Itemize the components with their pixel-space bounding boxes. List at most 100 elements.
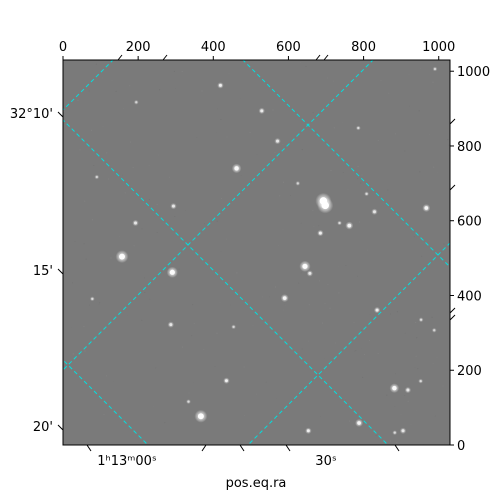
noise-pixel bbox=[312, 209, 314, 211]
noise-pixel bbox=[396, 442, 398, 444]
noise-pixel bbox=[417, 368, 419, 370]
noise-pixel bbox=[259, 65, 261, 67]
noise-pixel bbox=[174, 216, 176, 217]
noise-pixel bbox=[436, 356, 438, 358]
noise-pixel bbox=[333, 80, 335, 82]
ra-tick bbox=[201, 444, 207, 452]
noise-pixel bbox=[215, 132, 217, 134]
noise-pixel bbox=[334, 209, 335, 211]
star bbox=[135, 101, 138, 104]
noise-pixel bbox=[448, 144, 450, 146]
star bbox=[282, 296, 287, 300]
noise-pixel bbox=[157, 154, 159, 156]
noise-pixel bbox=[141, 228, 143, 230]
noise-pixel bbox=[432, 81, 434, 83]
noise-pixel bbox=[74, 240, 76, 242]
noise-pixel bbox=[129, 141, 131, 143]
noise-pixel bbox=[305, 66, 307, 68]
image-background bbox=[63, 60, 450, 445]
noise-pixel bbox=[377, 352, 379, 354]
dec-tick-right bbox=[449, 184, 456, 191]
noise-pixel bbox=[369, 314, 371, 315]
noise-pixel bbox=[416, 337, 418, 339]
noise-pixel bbox=[141, 319, 143, 321]
noise-pixel bbox=[191, 335, 193, 337]
noise-pixel bbox=[390, 440, 392, 442]
noise-pixel bbox=[220, 198, 222, 199]
noise-pixel bbox=[177, 420, 179, 422]
noise-pixel bbox=[98, 304, 100, 306]
noise-pixel bbox=[375, 435, 377, 437]
noise-pixel bbox=[385, 437, 387, 439]
noise-pixel bbox=[156, 204, 158, 206]
dec-tick-right bbox=[449, 314, 456, 321]
noise-pixel bbox=[188, 392, 190, 394]
noise-pixel bbox=[192, 304, 194, 306]
noise-pixel bbox=[84, 200, 86, 202]
noise-pixel bbox=[143, 277, 145, 279]
noise-pixel bbox=[219, 301, 221, 303]
noise-pixel bbox=[410, 423, 412, 425]
noise-pixel bbox=[333, 127, 335, 129]
image-noise bbox=[63, 62, 450, 445]
noise-pixel bbox=[193, 322, 195, 324]
noise-pixel bbox=[357, 178, 359, 180]
noise-pixel bbox=[318, 225, 320, 227]
noise-pixel bbox=[347, 403, 349, 404]
noise-pixel bbox=[156, 232, 158, 233]
ra-tick-label: 30ˢ bbox=[315, 454, 337, 469]
noise-pixel bbox=[388, 92, 390, 94]
noise-pixel bbox=[125, 140, 127, 142]
noise-pixel bbox=[325, 162, 327, 164]
noise-pixel bbox=[338, 266, 340, 268]
grid-line-ra bbox=[247, 242, 450, 445]
right-tick-label: 0 bbox=[457, 439, 465, 454]
noise-pixel bbox=[285, 304, 286, 306]
noise-pixel bbox=[345, 265, 347, 267]
noise-pixel bbox=[93, 176, 95, 178]
noise-pixel bbox=[342, 121, 344, 123]
noise-pixel bbox=[300, 272, 302, 274]
noise-pixel bbox=[377, 152, 379, 154]
noise-pixel bbox=[204, 223, 205, 225]
star bbox=[365, 192, 368, 195]
noise-pixel bbox=[252, 324, 254, 326]
noise-pixel bbox=[415, 355, 417, 357]
noise-pixel bbox=[357, 166, 359, 167]
noise-pixel bbox=[301, 149, 303, 151]
noise-pixel bbox=[387, 189, 389, 191]
noise-pixel bbox=[282, 337, 284, 339]
noise-pixel bbox=[447, 139, 449, 141]
noise-pixel bbox=[278, 245, 280, 246]
noise-pixel bbox=[240, 98, 242, 100]
noise-pixel bbox=[122, 108, 124, 110]
noise-pixel bbox=[272, 109, 274, 111]
noise-pixel bbox=[300, 222, 302, 224]
dec-tick-label: 20' bbox=[33, 420, 53, 435]
noise-pixel bbox=[63, 107, 65, 109]
noise-pixel bbox=[110, 257, 112, 259]
noise-pixel bbox=[150, 283, 151, 285]
star bbox=[392, 385, 397, 391]
noise-pixel bbox=[390, 313, 392, 315]
noise-pixel bbox=[301, 348, 303, 350]
noise-pixel bbox=[282, 229, 284, 231]
noise-pixel bbox=[305, 388, 307, 390]
noise-pixel bbox=[280, 255, 282, 257]
star bbox=[419, 318, 423, 321]
noise-pixel bbox=[118, 236, 120, 237]
star bbox=[433, 329, 436, 332]
ra-tick bbox=[285, 444, 291, 452]
noise-pixel bbox=[409, 105, 411, 107]
star bbox=[375, 308, 379, 312]
noise-pixel bbox=[63, 110, 65, 112]
noise-pixel bbox=[149, 298, 151, 300]
noise-pixel bbox=[71, 326, 73, 328]
noise-pixel bbox=[355, 65, 357, 67]
noise-pixel bbox=[307, 340, 309, 342]
star bbox=[296, 182, 299, 185]
noise-pixel bbox=[431, 316, 433, 318]
star bbox=[433, 67, 437, 71]
noise-pixel bbox=[313, 226, 315, 227]
